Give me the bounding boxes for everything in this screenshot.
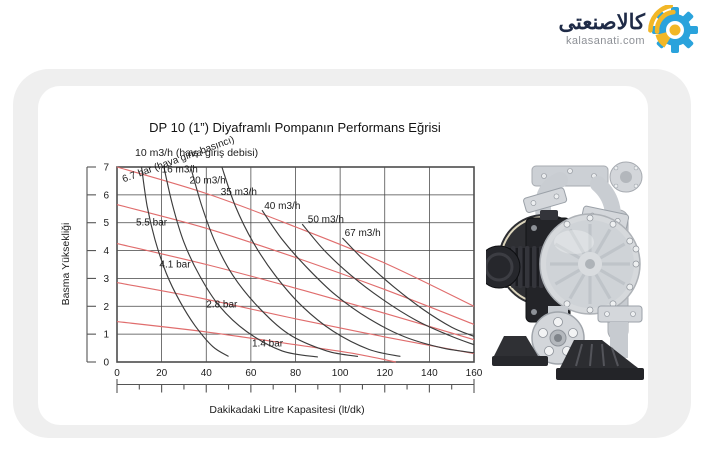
curve-label: 50 m3/h xyxy=(308,215,344,226)
y-tick-label: 3 xyxy=(103,274,109,285)
y-tick-label: 2 xyxy=(103,302,109,313)
signal-dot-icon xyxy=(669,24,681,36)
y-tick-label: 5 xyxy=(103,218,109,229)
pressure-curve-4.1-bar xyxy=(116,243,475,341)
y-tick-label: 7 xyxy=(103,163,109,174)
chart-title: DP 10 (1”) Diyaframlı Pompanın Performan… xyxy=(149,120,441,135)
curve-label: 16 m3/h xyxy=(162,165,198,176)
x-axis-title: Dakikadaki Litre Kapasitesi (lt/dk) xyxy=(209,404,365,416)
x-tick-label: 20 xyxy=(156,368,168,379)
flow-curve-10-m3/h xyxy=(140,166,229,357)
flow-curve-16-m3/h xyxy=(163,166,318,358)
y-tick-label: 4 xyxy=(103,246,109,257)
flow-label-10m3h: 10 m3/h (hava giriş debisi) xyxy=(135,147,259,159)
pump-muffler xyxy=(486,245,548,289)
x-tick-label: 160 xyxy=(466,368,483,379)
content-card: DP 10 (1”) Diyaframlı Pompanın Performan… xyxy=(13,69,691,438)
pump-feet xyxy=(492,336,644,380)
gear-icon xyxy=(648,5,698,53)
plot-border xyxy=(116,166,475,363)
curve-label: 1.4 bar xyxy=(252,339,284,350)
flow-curve-20-m3/h xyxy=(190,166,359,357)
y-tick-label: 0 xyxy=(103,358,109,369)
pump-top-flange xyxy=(609,161,643,193)
flow-curve-40-m3/h xyxy=(261,209,475,354)
x-tick-label: 0 xyxy=(114,368,120,379)
x-axis-ruler xyxy=(116,379,475,393)
flow-curve-50-m3/h xyxy=(301,223,475,346)
curve-label: 35 m3/h xyxy=(221,187,257,198)
pump-lower-flange xyxy=(597,305,643,358)
x-tick-label: 140 xyxy=(421,368,438,379)
pressure-curve-1.4-bar xyxy=(116,321,397,363)
flow-curve-67-m3/h xyxy=(341,237,475,337)
brand-domain: kalasanati.com xyxy=(566,35,645,48)
y-tick-label: 1 xyxy=(103,330,109,341)
flow-curve-35-m3/h xyxy=(221,166,401,357)
pressure-curve-2.8-bar xyxy=(116,282,475,355)
curve-label: 40 m3/h xyxy=(264,201,300,212)
pressure-curve-6.7-bar xyxy=(116,166,475,307)
performance-chart: 16 m3/h20 m3/h35 m3/h 40 m3/h 50 m3/h67 m3… xyxy=(86,134,483,393)
logo-text: كالاصنعتى kalasanati.com xyxy=(558,11,645,47)
x-tick-label: 120 xyxy=(376,368,393,379)
curve-label: 4.1 bar xyxy=(159,259,191,270)
x-tick-label: 100 xyxy=(332,368,349,379)
pump-diaphragm-cover xyxy=(539,213,641,315)
x-tick-label: 60 xyxy=(245,368,257,379)
pump-product-image xyxy=(486,161,644,380)
brand-name-arabic: كالاصنعتى xyxy=(558,11,645,34)
x-tick-label: 40 xyxy=(201,368,213,379)
signal-arcs-icon xyxy=(648,5,676,34)
chart-panel: DP 10 (1”) Diyaframlı Pompanın Performan… xyxy=(38,86,648,425)
site-logo[interactable]: كالاصنعتى kalasanati.com xyxy=(558,5,698,53)
curve-label: 20 m3/h xyxy=(190,176,226,187)
curve-label: 2.8 bar xyxy=(206,300,238,311)
y-tick-label: 6 xyxy=(103,190,109,201)
curve-label: 5.5 bar xyxy=(136,218,168,229)
curve-label: 67 m3/h xyxy=(345,228,381,239)
x-tick-label: 80 xyxy=(290,368,302,379)
